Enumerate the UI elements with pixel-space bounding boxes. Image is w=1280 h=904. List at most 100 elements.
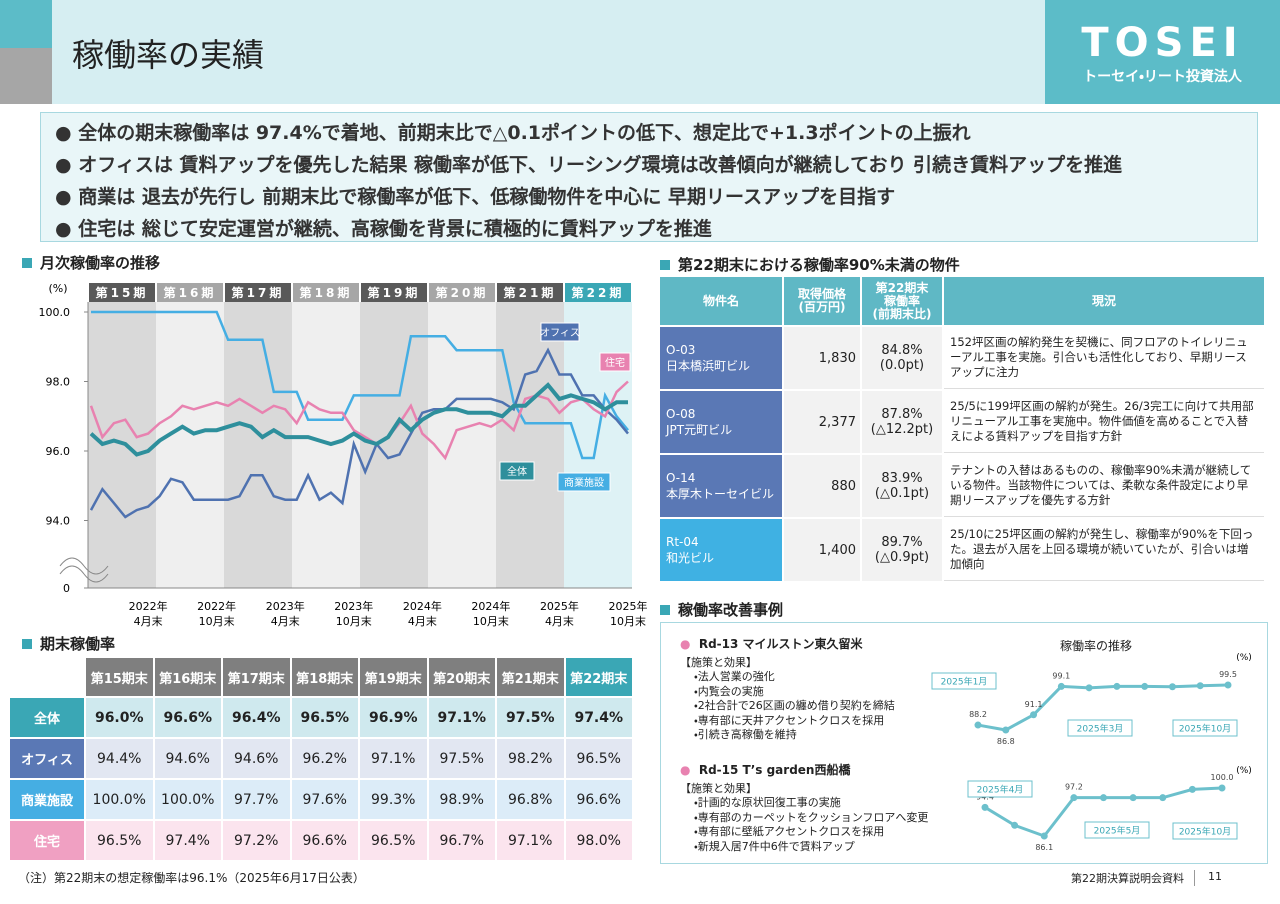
mini-point <box>1224 681 1232 689</box>
rate: 84.8% <box>881 343 923 358</box>
page-number: 11 <box>1208 870 1222 883</box>
cell: 94.6% <box>223 739 290 778</box>
price: 2,377 <box>784 391 860 453</box>
x-tick-label: 2022年 10月末 <box>197 599 236 628</box>
table-row: 商業施設 100.0% 100.0% 97.7% 97.6% 99.3% 98.9% 96.8… <box>10 780 632 819</box>
column-header: 第17期末 <box>223 658 290 696</box>
data-label: 86.8 <box>997 737 1015 746</box>
data-label: 86.1 <box>1035 843 1053 852</box>
unit: (%) <box>1236 766 1252 776</box>
cell: 96.5% <box>565 739 632 778</box>
period-header <box>361 283 427 302</box>
property-code: O-14 <box>666 470 696 485</box>
property-cell: O-14 本厚木トーセイビル <box>660 455 782 517</box>
row-label: 住宅 <box>10 821 84 860</box>
measure: ・専有部のカーペットをクッションフロアへ変更 <box>694 810 929 824</box>
period-header <box>157 283 223 302</box>
data-label: 91.1 <box>1025 700 1043 709</box>
mini-point <box>1196 682 1204 690</box>
bullet-text: 商業は 退去が先行し 前期末比で稼働率が低下、低稼働物件を中心に 早期リースアッ… <box>78 186 896 208</box>
bullet-text: 住宅は 総じて安定運営が継続、高稼働を背景に積極的に賃料アップを推進 <box>78 218 712 240</box>
measure: ・2社合計で26区画の纏め借り契約を締結 <box>694 699 895 712</box>
cell: 100.0% <box>154 780 221 819</box>
case-title: ● Rd-15 T’s garden西船橋 <box>680 763 851 777</box>
header-row: 物件名 取得価格 (百万円) 第22期末 稼働率 (前期末比) 現況 <box>660 277 1264 325</box>
cell: 100.0% <box>86 780 153 819</box>
mini-point <box>1030 711 1038 719</box>
column-header: 第22期末 稼働率 (前期末比) <box>862 277 942 325</box>
mini-point <box>1129 794 1137 802</box>
property-name: 日本橋浜町ビル <box>666 358 751 373</box>
period-shade <box>156 302 224 588</box>
axis-break <box>59 557 109 583</box>
x-tick-label: 2025年 10月末 <box>609 599 648 628</box>
unit: (%) <box>1236 653 1252 663</box>
measure: ・計画的な原状回復工事の実施 <box>694 796 841 809</box>
cell: 99.3% <box>360 780 427 819</box>
rate: 89.7% <box>881 535 923 550</box>
accent <box>0 48 52 104</box>
series-line <box>91 310 629 460</box>
period-header <box>293 283 359 302</box>
period-label: 第22期 <box>571 285 625 300</box>
status: 25/5に199坪区画の解約が発生。26/3完工に向けて共用部リニューアル工事を… <box>944 391 1264 453</box>
case: ● Rd-15 T’s garden西船橋 【施策と効果】 ・計画的な原状回復工事の… <box>680 763 928 854</box>
table-row: 全体 96.0% 96.6% 96.4% 96.5% 96.9% 97.1% 97.5% 97.… <box>10 698 632 737</box>
cell: 96.8% <box>497 780 564 819</box>
annotation-box <box>1172 719 1238 737</box>
price: 1,400 <box>784 519 860 581</box>
property-cell: O-08 JPT元町ビル <box>660 391 782 453</box>
data-label: 100.0 <box>1211 773 1234 782</box>
rate-change: (△0.9pt) <box>874 550 930 565</box>
cell: 97.1% <box>428 698 495 737</box>
period-header <box>429 283 495 302</box>
cell: 94.6% <box>154 739 221 778</box>
bullet-text: オフィスは 賃料アップを優先した結果 稼働率が低下、リーシング環境は改善傾向が継… <box>78 154 1123 176</box>
doc-name: 第22期決算説明会資料 <box>1040 870 1195 886</box>
rate: 87.8% <box>881 407 923 422</box>
period-label: 第15期 <box>95 285 149 300</box>
header-band <box>52 0 1045 104</box>
cell: 97.4% <box>565 698 632 737</box>
data-label: 99.5 <box>1219 670 1237 679</box>
corner <box>10 658 84 696</box>
cell: 97.4% <box>154 821 221 860</box>
cell: 96.5% <box>291 698 358 737</box>
logo-text: TOSEI <box>1081 20 1244 66</box>
column-header: 第22期末 <box>565 658 632 696</box>
status: 25/10に25坪区画の解約が発生し、稼働率が90%を下回った。退去が入居を上回… <box>944 519 1264 581</box>
cell: 96.2% <box>291 739 358 778</box>
period-label: 第21期 <box>503 285 557 300</box>
y-tick-label: 0 <box>63 582 70 595</box>
annotation-box <box>1084 821 1150 839</box>
row-label: オフィス <box>10 739 84 778</box>
legend-box <box>599 352 631 372</box>
x-tick-label: 2025年 4月末 <box>540 599 579 628</box>
improvement-box <box>660 622 1268 864</box>
column-header: 第19期末 <box>360 658 427 696</box>
table-row: O-14 本厚木トーセイビル 880 83.9% (△0.1pt) テナントの入替はあるも… <box>660 455 1264 517</box>
annotation: 2025年3月 <box>1077 723 1124 735</box>
cell: 97.5% <box>428 739 495 778</box>
section-title: 第22期末における稼働率90%未満の物件 <box>660 254 960 275</box>
measure: ・新規入居7件中6件で賃料アップ <box>694 839 855 853</box>
rate-cell: 87.8% (△12.2pt) <box>862 391 942 453</box>
series-line <box>89 347 629 519</box>
period-end-table: 第15期末 第16期末 第17期末 第18期末 第19期末 第20期末 第21期末 第22期末… <box>8 656 634 862</box>
annotation: 2025年4月 <box>977 784 1024 796</box>
annotation-box <box>931 672 997 690</box>
cell: 97.1% <box>497 821 564 860</box>
mini-point <box>1057 682 1065 690</box>
price: 880 <box>784 455 860 517</box>
bullet: ● 商業は 退去が先行し 前期末比で稼働率が低下、低稼働物件を中心に 早期リース… <box>55 186 896 208</box>
cell: 94.4% <box>86 739 153 778</box>
table-row: オフィス 94.4% 94.6% 94.6% 96.2% 97.1% 97.5% 98.2% 9… <box>10 739 632 778</box>
column-header: 第18期末 <box>291 658 358 696</box>
data-label: 99.1 <box>1052 671 1070 680</box>
cell: 96.6% <box>291 821 358 860</box>
bullet: ● 住宅は 総じて安定運営が継続、高稼働を背景に積極的に賃料アップを推進 <box>55 218 712 240</box>
mini-point <box>1085 684 1093 692</box>
rate: 83.9% <box>881 471 923 486</box>
column-header: 取得価格 (百万円) <box>784 277 860 325</box>
column-header: 第21期末 <box>497 658 564 696</box>
